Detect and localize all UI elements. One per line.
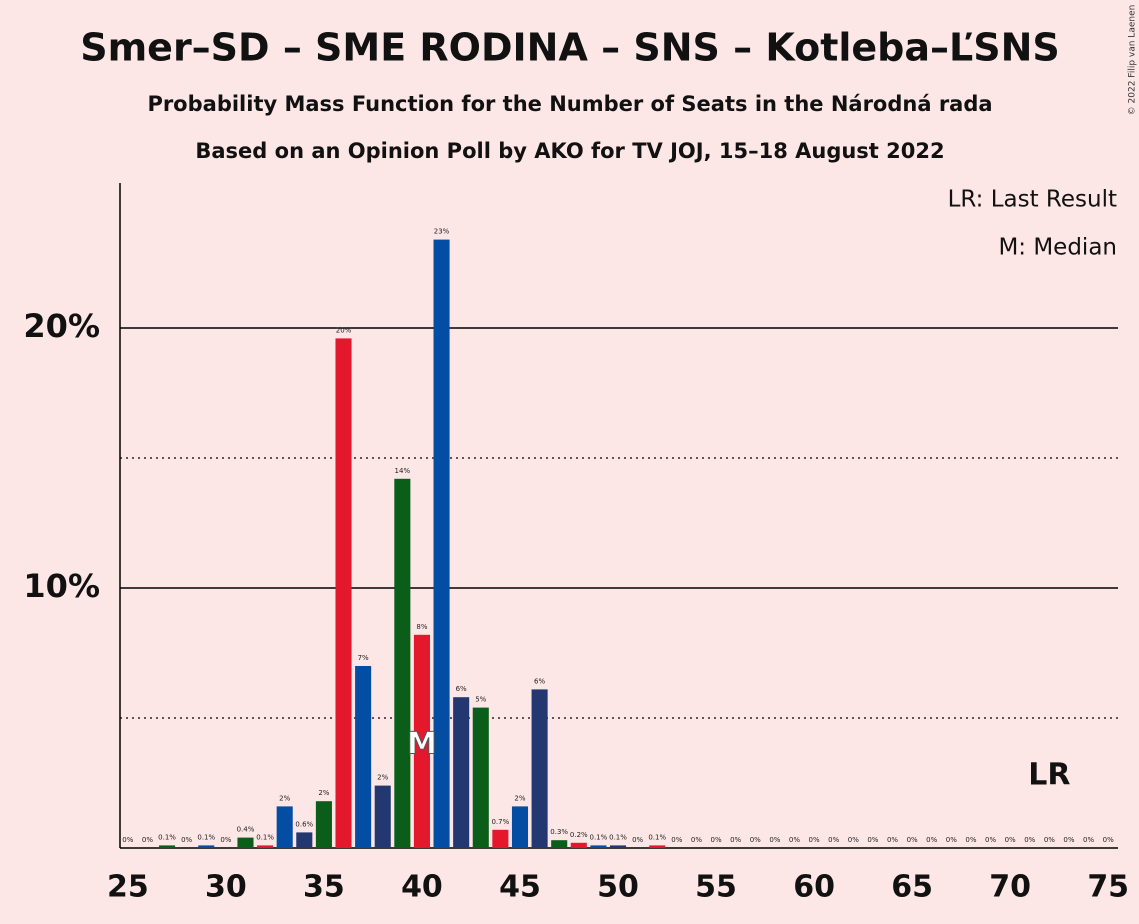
x-tick-label: 45 (499, 870, 541, 905)
value-label: 0% (142, 836, 153, 844)
x-tick-label: 55 (695, 870, 737, 905)
value-label: 20% (336, 326, 352, 334)
value-label: 0% (965, 836, 976, 844)
bar (511, 806, 529, 848)
value-label: 6% (456, 685, 467, 693)
bar (453, 697, 470, 848)
bar (374, 785, 391, 848)
bar (492, 829, 509, 848)
value-label: 0% (632, 836, 643, 844)
bar (609, 845, 627, 848)
value-label: 0% (1103, 836, 1114, 844)
x-tick-label: 25 (107, 870, 149, 905)
value-label: 2% (318, 789, 329, 797)
value-label: 7% (358, 654, 369, 662)
bar (198, 845, 215, 848)
median-marker: M (407, 727, 437, 762)
value-label: 8% (416, 623, 427, 631)
bar (237, 837, 254, 848)
bar (472, 707, 489, 848)
bar (315, 801, 332, 848)
bar (551, 840, 568, 848)
value-label: 0% (926, 836, 937, 844)
x-tick-label: 65 (891, 870, 933, 905)
value-label: 5% (475, 696, 486, 704)
value-label: 0% (181, 836, 192, 844)
chart-subtitle: Probability Mass Function for the Number… (147, 92, 992, 116)
value-label: 0% (867, 836, 878, 844)
value-label: 0% (1024, 836, 1035, 844)
value-label: 0% (750, 836, 761, 844)
bar (413, 634, 430, 848)
value-label: 0% (887, 836, 898, 844)
y-tick-label: 10% (23, 567, 100, 605)
value-label: 0.1% (256, 833, 274, 841)
bar (433, 239, 450, 849)
value-label: 14% (395, 467, 411, 475)
value-label: 0% (1044, 836, 1055, 844)
x-tick-label: 70 (989, 870, 1031, 905)
value-label: 0% (769, 836, 780, 844)
value-label: 0.1% (609, 833, 627, 841)
value-label: 0.1% (197, 833, 215, 841)
value-label: 0% (711, 836, 722, 844)
bar (276, 806, 293, 848)
value-label: 0.1% (590, 833, 608, 841)
value-label: 23% (434, 228, 450, 236)
bar (335, 338, 352, 848)
value-label: 0% (220, 836, 231, 844)
value-label: 0% (985, 836, 996, 844)
chart-subtitle: Based on an Opinion Poll by AKO for TV J… (195, 139, 944, 163)
value-label: 0.1% (158, 833, 176, 841)
x-tick-label: 35 (303, 870, 345, 905)
chart-title: Smer–SD – SME RODINA – SNS – Kotleba–ĽSN… (80, 26, 1060, 70)
legend-entry: LR: Last Result (948, 187, 1117, 213)
x-tick-label: 75 (1087, 870, 1129, 905)
x-tick-label: 30 (205, 870, 247, 905)
value-label: 0.1% (648, 833, 666, 841)
value-label: 0% (946, 836, 957, 844)
value-label: 2% (279, 794, 290, 802)
bar (355, 666, 372, 848)
value-label: 0% (122, 836, 133, 844)
value-label: 0.2% (570, 831, 588, 839)
bar (649, 845, 666, 848)
bar (159, 845, 176, 848)
last-result-marker: LR (1028, 758, 1070, 793)
value-label: 0% (1063, 836, 1074, 844)
value-label: 6% (534, 677, 545, 685)
value-label: 0% (828, 836, 839, 844)
value-label: 0% (907, 836, 918, 844)
value-label: 0% (789, 836, 800, 844)
value-label: 0.6% (295, 820, 313, 828)
bar (531, 689, 548, 848)
copyright: © 2022 Filip van Laenen (1128, 5, 1138, 116)
bar (570, 842, 587, 848)
value-label: 0.4% (237, 826, 255, 834)
value-label: 0.3% (550, 828, 568, 836)
bar (257, 845, 274, 848)
value-label: 0% (691, 836, 702, 844)
bar (394, 478, 411, 848)
value-label: 0% (1083, 836, 1094, 844)
value-label: 0% (848, 836, 859, 844)
y-tick-label: 20% (23, 307, 100, 345)
value-label: 0% (1005, 836, 1016, 844)
x-tick-label: 60 (793, 870, 835, 905)
value-label: 0.7% (491, 818, 509, 826)
bar (590, 845, 607, 848)
value-label: 0% (671, 836, 682, 844)
x-tick-label: 50 (597, 870, 639, 905)
legend-entry: M: Median (998, 235, 1117, 261)
bar (296, 832, 313, 848)
value-label: 0% (730, 836, 741, 844)
value-label: 2% (377, 774, 388, 782)
value-label: 0% (809, 836, 820, 844)
x-tick-label: 40 (401, 870, 443, 905)
value-label: 2% (514, 794, 525, 802)
